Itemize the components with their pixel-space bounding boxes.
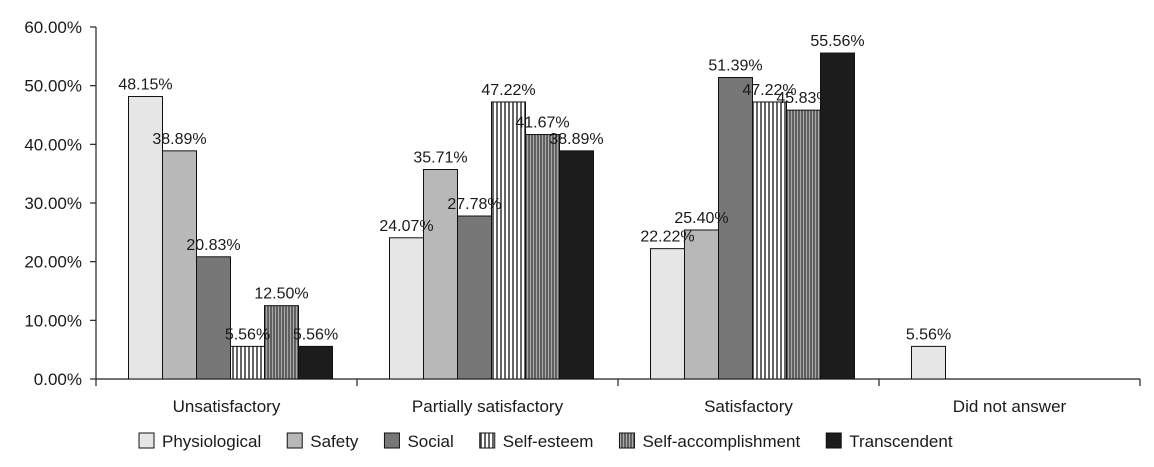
legend-swatch [618, 432, 635, 449]
legend: Physiological Safety Social Self-esteem Self… [138, 432, 953, 451]
data-label: 38.89% [549, 131, 603, 148]
bars [128, 52, 946, 380]
bar-social-1 [457, 215, 492, 380]
data-label: 27.78% [447, 196, 501, 213]
axes: 0.00% 10.00% 20.00% 30.00% 40.00% 50.00% 60.00… [24, 18, 1141, 416]
legend-label: Self-esteem [503, 432, 594, 451]
data-label: 48.15% [118, 77, 172, 94]
bar-physiological-1 [389, 237, 424, 380]
legend-swatch [479, 432, 496, 449]
y-tick-label: 50.00% [24, 77, 82, 96]
y-tick-label: 20.00% [24, 253, 82, 272]
bar-transcendent-0 [298, 345, 333, 380]
y-tick-label: 40.00% [24, 135, 82, 154]
data-label: 5.56% [293, 326, 338, 343]
data-labels: 48.15% 24.07% 22.22% 5.56% 38.89% 35.71% 25.40… [118, 33, 951, 343]
data-label: 35.71% [413, 150, 467, 167]
legend-swatch [138, 432, 155, 449]
data-label: 51.39% [708, 58, 762, 75]
legend-swatch [825, 432, 842, 449]
legend-label: Safety [310, 432, 359, 451]
x-category-label: Partially satisfactory [412, 397, 564, 416]
data-label: 45.83% [776, 90, 830, 107]
data-label: 47.22% [481, 82, 535, 99]
bar-social-2 [718, 77, 753, 380]
bar-safety-2 [684, 229, 719, 380]
y-tick-label: 0.00% [34, 370, 82, 389]
y-tick-label: 10.00% [24, 311, 82, 330]
bar-self-accomplishment-0 [264, 305, 299, 380]
data-label: 22.22% [640, 229, 694, 246]
data-label: 55.56% [810, 33, 864, 50]
bar-self-accomplishment-2 [786, 109, 821, 380]
data-label: 47.22% [742, 82, 796, 99]
bar-safety-0 [162, 150, 197, 380]
bar-safety-1 [423, 169, 458, 380]
bar-self-esteem-1 [491, 101, 526, 380]
legend-label: Social [407, 432, 453, 451]
bar-transcendent-1 [559, 150, 594, 380]
bar-physiological-2 [650, 248, 685, 380]
legend-swatch [383, 432, 400, 449]
data-label: 12.50% [254, 286, 308, 303]
data-label: 24.07% [379, 218, 433, 235]
legend-swatch [286, 432, 303, 449]
legend-label: Transcendent [849, 432, 953, 451]
bar-self-esteem-2 [752, 101, 787, 380]
bar-physiological-0 [128, 96, 163, 380]
data-label: 38.89% [152, 131, 206, 148]
x-category-label: Satisfactory [704, 397, 793, 416]
y-tick-label: 60.00% [24, 18, 82, 37]
bar-self-esteem-0 [230, 345, 265, 380]
legend-label: Physiological [162, 432, 261, 451]
bar-transcendent-2 [820, 52, 855, 380]
y-tick-label: 30.00% [24, 194, 82, 213]
legend-label: Self-accomplishment [642, 432, 800, 451]
data-label: 25.40% [674, 210, 728, 227]
data-label: 41.67% [515, 115, 569, 132]
x-category-label: Did not answer [953, 397, 1067, 416]
data-label: 20.83% [186, 237, 240, 254]
data-label: 5.56% [225, 326, 270, 343]
x-category-label: Unsatisfactory [173, 397, 281, 416]
bar-physiological-3 [911, 345, 946, 380]
bar-self-accomplishment-1 [525, 134, 560, 380]
data-label: 5.56% [906, 326, 951, 343]
bar-social-0 [196, 256, 231, 380]
